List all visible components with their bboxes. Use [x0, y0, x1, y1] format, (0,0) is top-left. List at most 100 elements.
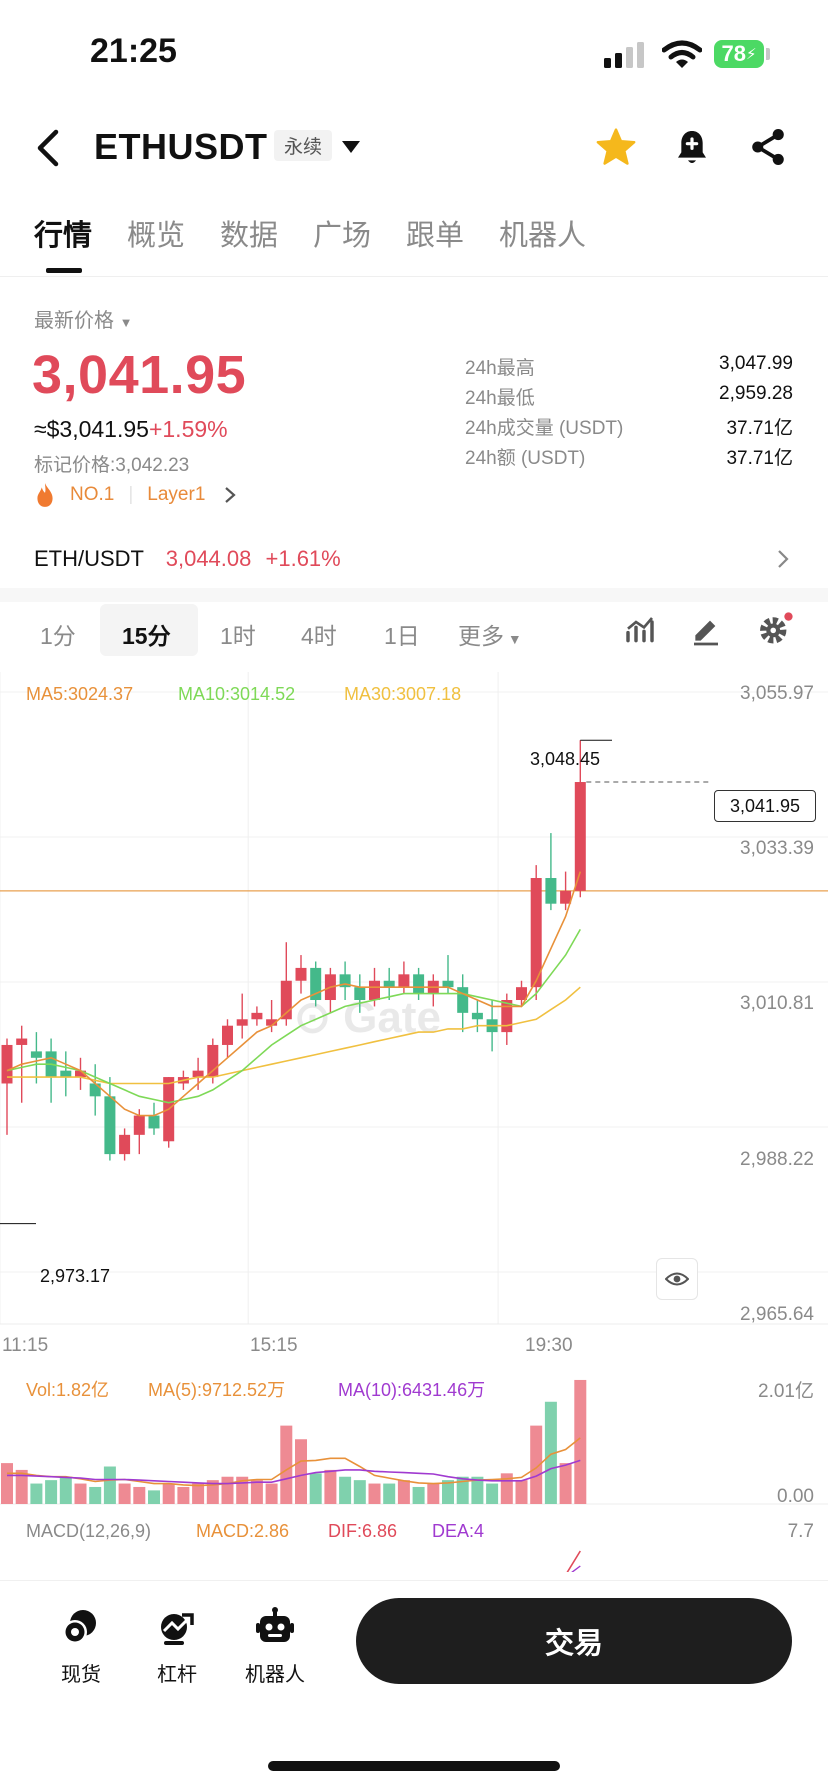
draw-pen-icon[interactable] [690, 614, 722, 646]
candle-body [369, 980, 380, 1001]
volume-bar [412, 1486, 425, 1504]
candle-body [442, 980, 454, 988]
bottom-nav-spot[interactable]: 现货 [36, 1604, 126, 1687]
bottom-nav-margin[interactable]: 杠杆 [132, 1604, 222, 1687]
stat-value: 37.71亿 [726, 448, 793, 469]
symbol-dropdown-icon[interactable] [342, 141, 360, 153]
volume-bar [148, 1490, 160, 1504]
spot-reference-row[interactable]: ETH/USDT 3,044.08 +1.61% [34, 546, 794, 572]
candle-body [89, 1083, 101, 1097]
share-icon[interactable] [750, 128, 786, 166]
x-tick: 11:15 [2, 1335, 49, 1356]
category-tag: Layer1 [147, 484, 206, 505]
y-tick: 3,033.39 [740, 838, 814, 859]
volume-max-label: 2.01亿 [758, 1381, 814, 1402]
tab-bot[interactable]: 机器人 [499, 220, 587, 252]
timeframe-more[interactable]: 更多 ▼ [458, 617, 522, 651]
indicator-icon[interactable] [624, 614, 656, 646]
last-price-tag[interactable]: 3,041.95 [714, 790, 816, 822]
volume-label: Vol:1.82亿 [26, 1380, 110, 1400]
volume-ma5-line [7, 1437, 581, 1487]
y-tick: 2,965.64 [740, 1304, 814, 1325]
candles [1, 740, 586, 1161]
usd-equivalent-row: ≈$3,041.95+1.59% [34, 416, 228, 443]
volume-bar [353, 1480, 366, 1504]
timeframe-4h[interactable]: 4时 [301, 623, 337, 649]
volume-bar [221, 1476, 234, 1504]
bottom-divider [0, 1580, 828, 1581]
candle-body [236, 1019, 248, 1026]
volume-bar [59, 1476, 72, 1504]
low-price-label: 2,973.17 [40, 1266, 111, 1286]
eye-icon [665, 1272, 689, 1286]
volume-bar [442, 1480, 454, 1504]
main-tabs: 行情 概览 数据 广场 跟单 机器人 [0, 212, 828, 276]
spot-change: +1.61% [265, 546, 341, 571]
candle-body [30, 1051, 42, 1058]
symbol-title[interactable]: ETHUSDT [94, 126, 268, 167]
candle-body [545, 878, 557, 904]
last-price-label[interactable]: 最新价格 [34, 310, 114, 332]
timeframe-1d[interactable]: 1日 [384, 623, 420, 649]
margin-icon [161, 1613, 194, 1645]
volume-bar [544, 1401, 557, 1504]
timeframe-1h[interactable]: 1时 [220, 623, 256, 649]
candle-body [75, 1070, 86, 1078]
candle-body [413, 974, 425, 994]
timeframe-15m[interactable]: 15分 [122, 623, 171, 649]
candle-body [1, 1044, 13, 1084]
tab-data[interactable]: 数据 [220, 220, 279, 252]
y-tick: 2,988.22 [740, 1149, 814, 1170]
stat-row-turnover: 24h额 (USDT) 37.71亿 [465, 443, 793, 473]
candle-body [280, 980, 292, 1020]
volume-bar [530, 1425, 543, 1504]
stat-value: 3,047.99 [719, 353, 793, 374]
ma10-line [6, 929, 581, 1104]
toggle-visibility-button[interactable] [656, 1258, 698, 1300]
battery-tip [766, 48, 770, 60]
volume-bar [486, 1483, 499, 1504]
tab-overview[interactable]: 概览 [127, 220, 186, 252]
timeframe-more-label: 更多 [458, 623, 504, 649]
spot-pair: ETH/USDT [34, 546, 144, 571]
cellular-signal-icon [604, 42, 644, 68]
price-alert-bell-icon[interactable] [676, 128, 708, 166]
chart-labels [0, 739, 712, 1225]
candle-body [295, 967, 307, 981]
bottom-nav-bot[interactable]: 机器人 [230, 1604, 320, 1687]
tab-market[interactable]: 行情 [34, 220, 93, 252]
chart-settings-gear-icon[interactable] [758, 612, 794, 646]
stat-row-volume: 24h成交量 (USDT) 37.71亿 [465, 413, 793, 443]
volume-bar [295, 1439, 307, 1504]
volume-bar [309, 1473, 322, 1504]
macd-title: MACD(12,26,9) [26, 1521, 152, 1541]
candle-body [471, 1012, 483, 1020]
timeframe-1m[interactable]: 1分 [40, 623, 76, 649]
stat-value: 2,959.28 [719, 383, 793, 404]
tag-row[interactable]: NO.1 | Layer1 [34, 480, 237, 510]
candle-body [398, 974, 410, 988]
hot-fire-icon [37, 483, 53, 507]
macd-dea: DEA:4 [432, 1521, 485, 1541]
candle-body [133, 1115, 145, 1135]
caret-down-icon[interactable]: ▼ [119, 315, 133, 330]
volume-bar [456, 1476, 469, 1504]
volume-bar [471, 1476, 484, 1504]
tab-copy-trade[interactable]: 跟单 [406, 220, 465, 252]
tab-square[interactable]: 广场 [313, 220, 372, 252]
trade-button[interactable]: 交易 [356, 1598, 792, 1684]
volume-bar [192, 1483, 205, 1504]
candle-body [339, 974, 351, 988]
back-arrow-icon[interactable] [34, 128, 62, 168]
volume-bar [280, 1425, 293, 1504]
high-price-label: 3,048.45 [530, 749, 601, 769]
kline-chart[interactable]: ⊙ Gate [0, 672, 828, 1572]
favorite-star-icon[interactable] [596, 128, 636, 166]
ma30-line [7, 986, 581, 1085]
volume-bar [427, 1483, 440, 1504]
volume-bar [250, 1480, 263, 1504]
macd-lines [566, 1550, 581, 1572]
volume-bar [1, 1463, 13, 1504]
macd-dea-line [571, 1565, 581, 1572]
stat-value: 37.71亿 [726, 418, 793, 439]
